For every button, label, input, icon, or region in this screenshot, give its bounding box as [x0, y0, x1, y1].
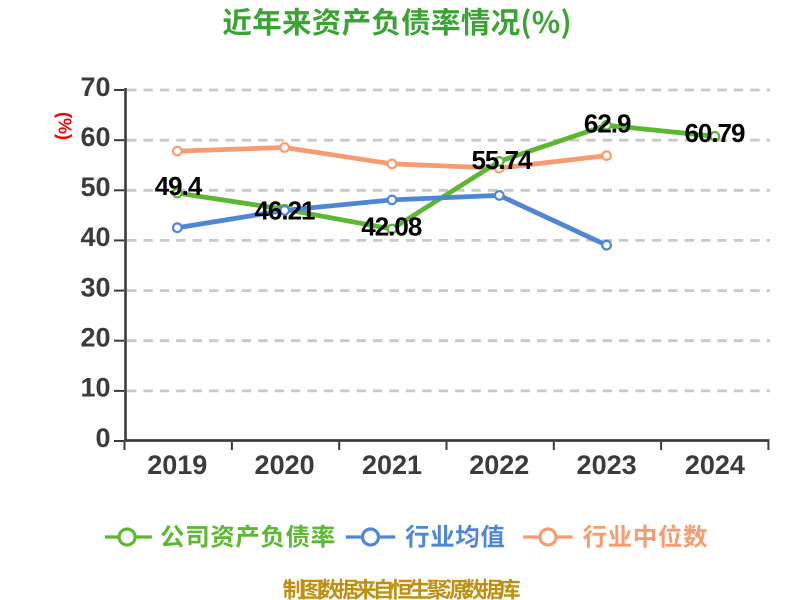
svg-text:(%): (%)	[55, 112, 75, 140]
svg-text:42.08: 42.08	[361, 212, 422, 242]
svg-text:55.74: 55.74	[471, 145, 533, 175]
svg-text:2023: 2023	[577, 450, 637, 480]
svg-text:2020: 2020	[255, 450, 315, 480]
svg-text:2024: 2024	[685, 450, 745, 480]
svg-text:46.21: 46.21	[254, 196, 315, 226]
svg-text:62.9: 62.9	[584, 109, 631, 139]
svg-text:40: 40	[80, 222, 110, 252]
svg-text:50: 50	[80, 172, 110, 202]
svg-text:49.4: 49.4	[155, 171, 203, 201]
svg-text:2021: 2021	[362, 450, 422, 480]
svg-text:60.79: 60.79	[684, 118, 745, 148]
svg-text:60: 60	[80, 122, 110, 152]
svg-text:2022: 2022	[469, 450, 529, 480]
svg-text:10: 10	[80, 373, 110, 403]
svg-text:0: 0	[95, 423, 110, 453]
svg-text:30: 30	[80, 272, 110, 302]
svg-text:70: 70	[80, 72, 110, 102]
svg-text:2019: 2019	[147, 450, 207, 480]
svg-text:20: 20	[80, 323, 110, 353]
